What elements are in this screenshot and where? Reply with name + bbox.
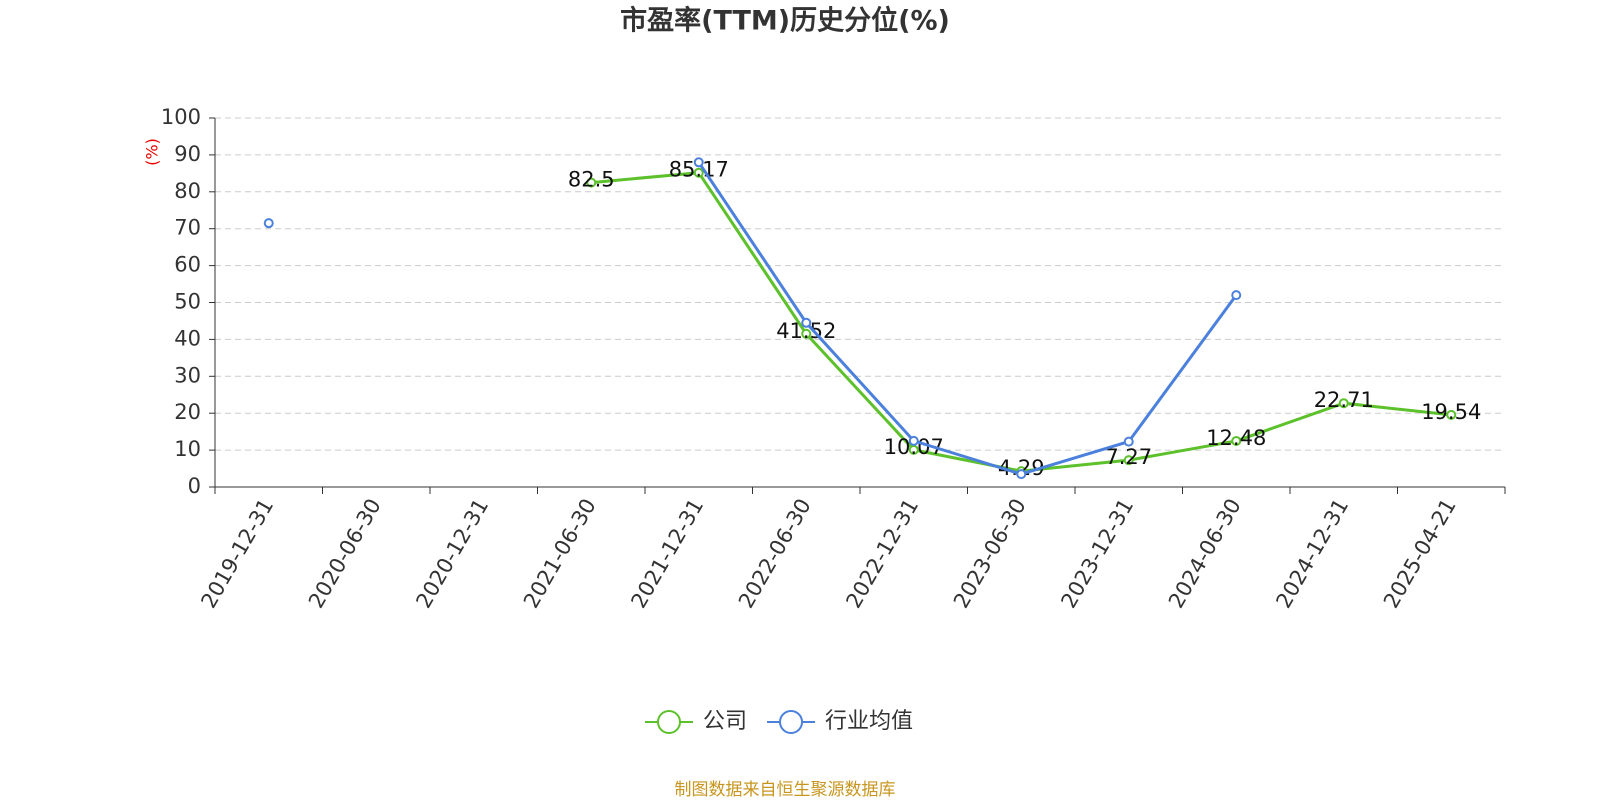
- x-tick-label: 2022-12-31: [841, 495, 923, 613]
- x-tick-label: 2024-06-30: [1164, 495, 1246, 613]
- x-tick-label: 2020-06-30: [304, 495, 386, 613]
- point: [1123, 455, 1134, 466]
- point: [1231, 290, 1242, 301]
- x-tick-label: 2023-12-31: [1056, 495, 1138, 613]
- y-tick-label: 40: [174, 326, 201, 350]
- point: [693, 167, 704, 178]
- point: [908, 435, 919, 446]
- data-label: 82.5: [568, 168, 615, 192]
- chart-title: 市盈率(TTM)历史分位(%): [620, 5, 950, 37]
- data-label: 12.48: [1206, 426, 1266, 450]
- series-line: [591, 171, 1452, 473]
- legend-label: 行业均值: [825, 709, 913, 734]
- point: [1231, 435, 1242, 446]
- data-label: 7.27: [1105, 445, 1152, 469]
- y-tick-label: 80: [174, 179, 201, 203]
- y-tick-label: 60: [174, 253, 201, 277]
- x-tick-label: 2024-12-31: [1271, 495, 1353, 613]
- x-tick-label: 2025-04-21: [1379, 495, 1461, 613]
- x-tick-label: 2020-12-31: [411, 495, 493, 613]
- point: [1016, 469, 1027, 480]
- source-note: 制图数据来自恒生聚源数据库: [675, 780, 896, 800]
- legend-marker: [779, 710, 804, 734]
- point: [263, 218, 274, 229]
- y-tick-label: 10: [174, 437, 201, 461]
- y-tick-label: 90: [174, 142, 201, 166]
- point: [1123, 436, 1134, 447]
- point: [586, 177, 597, 188]
- x-tick-label: 2023-06-30: [949, 495, 1031, 613]
- x-tick-label: 2021-12-31: [626, 495, 708, 613]
- point: [1446, 409, 1457, 420]
- y-axis-label: (%): [143, 138, 162, 166]
- point: [1338, 398, 1349, 409]
- point: [801, 328, 812, 339]
- x-tick-label: 2019-12-31: [196, 495, 278, 613]
- point: [801, 317, 812, 328]
- data-label: 19.54: [1421, 400, 1481, 424]
- y-tick-label: 30: [174, 363, 201, 387]
- y-tick-label: 0: [188, 474, 201, 498]
- x-tick-label: 2022-06-30: [734, 495, 816, 613]
- y-tick-label: 20: [174, 400, 201, 424]
- legend-label: 公司: [703, 709, 747, 734]
- y-tick-label: 50: [174, 290, 201, 314]
- y-tick-label: 100: [161, 105, 201, 129]
- y-tick-label: 70: [174, 216, 201, 240]
- x-tick-label: 2021-06-30: [519, 495, 601, 613]
- point: [693, 157, 704, 168]
- series-line: [697, 161, 1238, 476]
- legend-marker: [657, 710, 681, 734]
- data-label: 22.71: [1314, 388, 1374, 412]
